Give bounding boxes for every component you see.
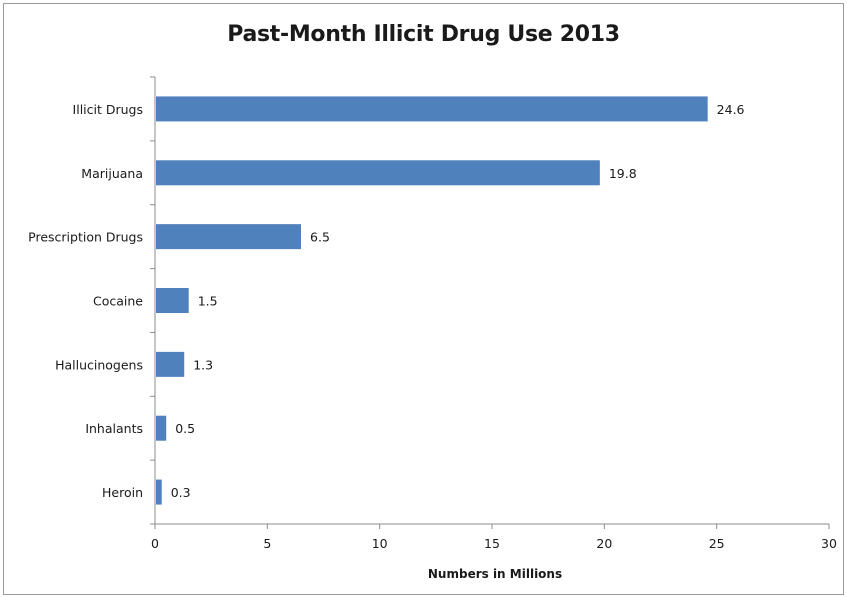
- x-tick-label: 0: [151, 536, 159, 551]
- x-tick-label: 15: [484, 536, 500, 551]
- bar-illicit-drugs: [156, 96, 708, 122]
- category-label: Inhalants: [85, 421, 143, 436]
- data-label: 0.3: [171, 485, 191, 500]
- bar-prescription-drugs: [156, 224, 302, 250]
- x-axis-title: Numbers in Millions: [428, 567, 562, 581]
- bar-heroin: [156, 479, 162, 505]
- category-label: Hallucinogens: [55, 357, 143, 372]
- labels-group: 0 5 10 15 20 25 30 Illicit Drugs 24.6 Marijuana 19…: [28, 102, 837, 551]
- data-label: 6.5: [310, 230, 330, 245]
- data-label: 1.5: [198, 294, 218, 309]
- x-tick-label: 5: [263, 536, 271, 551]
- x-tick-label: 30: [821, 536, 837, 551]
- bar-cocaine: [156, 288, 189, 313]
- category-label: Heroin: [102, 485, 143, 500]
- bars-group: [156, 96, 708, 505]
- data-label: 1.3: [193, 357, 213, 372]
- category-label: Illicit Drugs: [73, 102, 143, 117]
- data-label: 0.5: [175, 421, 195, 436]
- x-tick-label: 10: [372, 536, 388, 551]
- category-label: Cocaine: [93, 294, 143, 309]
- x-tick-label: 20: [596, 536, 612, 551]
- data-label: 19.8: [609, 166, 637, 181]
- bar-hallucinogens: [156, 351, 185, 377]
- category-label: Marijuana: [81, 166, 143, 181]
- x-tick-label: 25: [709, 536, 725, 551]
- category-label: Prescription Drugs: [28, 230, 143, 245]
- axes-group: [150, 76, 830, 529]
- bar-marijuana: [156, 160, 600, 186]
- bar-inhalants: [156, 415, 167, 441]
- data-label: 24.6: [717, 102, 745, 117]
- chart-title: Past-Month Illicit Drug Use 2013: [227, 22, 620, 47]
